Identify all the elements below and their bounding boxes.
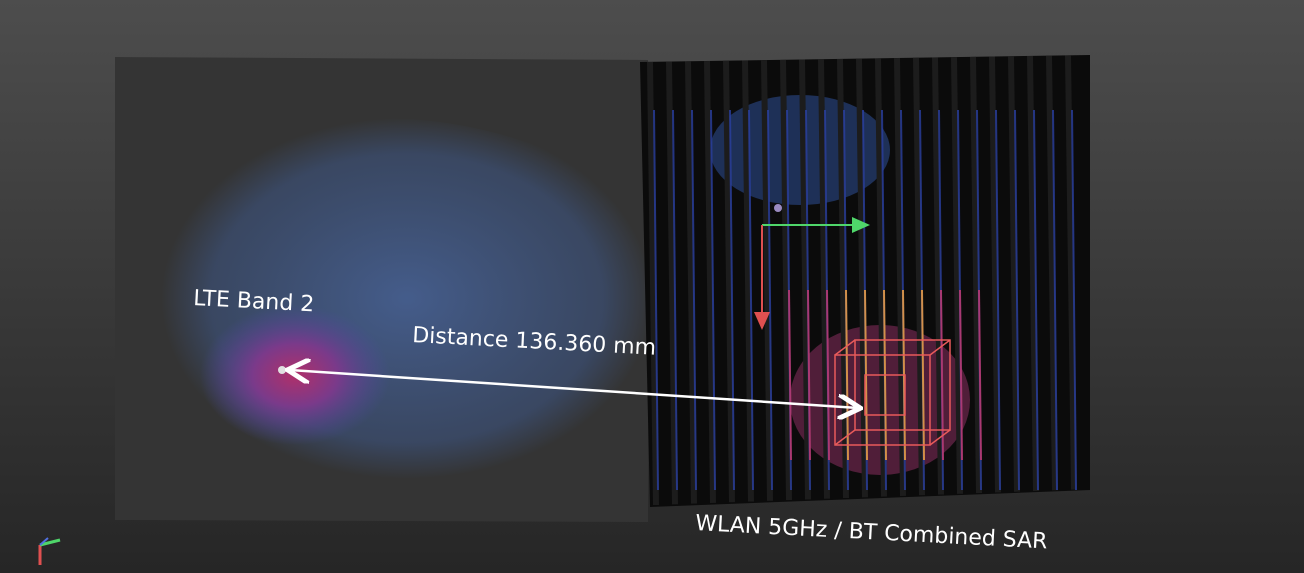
orientation-gizmo bbox=[38, 537, 61, 565]
distance-arrow bbox=[290, 370, 858, 408]
slice-line bbox=[723, 60, 735, 503]
slice-line bbox=[856, 58, 868, 498]
slice-line bbox=[932, 57, 944, 495]
slice-line bbox=[1033, 109, 1039, 491]
slice-line bbox=[1008, 56, 1020, 492]
slice-line bbox=[1052, 109, 1058, 491]
slice-line bbox=[970, 56, 982, 494]
slice-line bbox=[767, 109, 773, 491]
slice-line bbox=[978, 289, 982, 461]
slice-line bbox=[1071, 109, 1077, 491]
slice-line bbox=[691, 109, 697, 491]
slice-line bbox=[761, 60, 773, 501]
slice-line bbox=[1046, 55, 1058, 491]
slice-line bbox=[748, 109, 754, 491]
slice-line bbox=[1014, 109, 1020, 491]
slice-line bbox=[951, 57, 963, 494]
slice-line bbox=[704, 61, 716, 503]
slice-line bbox=[989, 56, 1001, 493]
slice-line bbox=[913, 57, 925, 496]
slice-line bbox=[672, 109, 678, 491]
slice-line bbox=[729, 109, 735, 491]
origin-point bbox=[774, 204, 782, 212]
slice-line bbox=[837, 58, 849, 499]
slice-line bbox=[710, 109, 716, 491]
slice-line bbox=[995, 109, 1001, 491]
slice-line bbox=[799, 59, 811, 500]
slice-line bbox=[818, 59, 830, 499]
slice-line bbox=[685, 61, 697, 504]
slice-line bbox=[1027, 55, 1039, 492]
slice-line bbox=[653, 109, 659, 491]
slice-line bbox=[894, 58, 906, 496]
volume-slices bbox=[647, 55, 1077, 506]
slice-line bbox=[959, 289, 963, 461]
slice-line bbox=[647, 61, 659, 506]
slice-line bbox=[666, 61, 678, 505]
slice-line bbox=[875, 58, 887, 497]
peak-point-a bbox=[278, 366, 286, 374]
slice-line bbox=[780, 59, 792, 501]
slice-line bbox=[921, 289, 925, 461]
slice-line bbox=[742, 60, 754, 502]
slice-line bbox=[940, 289, 944, 461]
slice-line bbox=[1065, 55, 1077, 490]
